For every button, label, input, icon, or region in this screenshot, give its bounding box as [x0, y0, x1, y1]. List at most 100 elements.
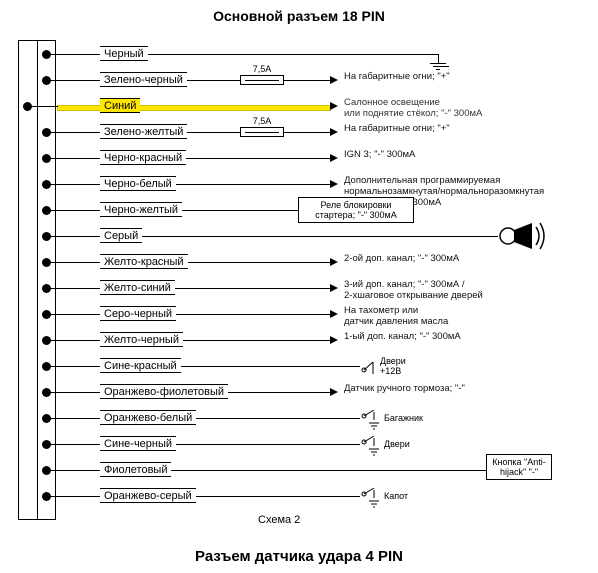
pin-description: Салонное освещение или поднятие стёкол; …: [344, 97, 482, 119]
endpoint-label: Капот: [384, 491, 408, 501]
pin-dot: [42, 232, 51, 241]
fuse-label: 7,5A: [240, 116, 284, 126]
arrow-icon: [330, 388, 338, 396]
pin-dot: [42, 284, 51, 293]
pin-dot: [42, 76, 51, 85]
wire-stub: [51, 184, 58, 185]
pin-dot: [42, 492, 51, 501]
pin-description: 1-ый доп. канал; "-" 300мА: [344, 331, 461, 342]
pin-dot: [42, 336, 51, 345]
wire-color-label: Желто-черный: [100, 332, 183, 347]
wire-stub: [51, 314, 58, 315]
endpoint-label: Багажник: [384, 413, 423, 423]
schema-caption: Схема 2: [258, 514, 300, 526]
pin-dot: [42, 128, 51, 137]
wire-color-label: Оранжево-фиолетовый: [100, 384, 228, 399]
wire-color-label: Синий: [100, 98, 140, 113]
wire-stub: [51, 158, 58, 159]
wire-color-label: Сине-красный: [100, 358, 181, 373]
arrow-icon: [330, 336, 338, 344]
wire-stub: [51, 210, 58, 211]
connector-divider: [37, 41, 38, 519]
pin-dot: [42, 362, 51, 371]
wire-stub: [51, 132, 58, 133]
wire-stub: [51, 392, 58, 393]
wire-color-label: Черно-красный: [100, 150, 186, 165]
pin-dot: [42, 414, 51, 423]
pin-description: На тахометр или датчик давления масла: [344, 305, 448, 327]
wire-color-label: Оранжево-серый: [100, 488, 196, 503]
pin-description: На габаритные огни; "+": [344, 71, 450, 82]
wire-stub: [51, 366, 58, 367]
wire-stub: [51, 470, 58, 471]
main-title: Основной разъем 18 PIN: [8, 8, 590, 24]
endpoint-label: Двери +12В: [380, 356, 406, 376]
pin-dot: [42, 154, 51, 163]
pin-description: 3-ий доп. канал; "-" 300мА / 2-хшаговое …: [344, 279, 483, 301]
fuse-icon: [240, 127, 284, 137]
wire-stub: [51, 444, 58, 445]
wire-stub: [51, 496, 58, 497]
wire: [58, 132, 330, 133]
arrow-icon: [330, 76, 338, 84]
arrow-icon: [330, 284, 338, 292]
wire-stub: [51, 54, 58, 55]
wire: [58, 262, 330, 263]
ground-icon: [430, 58, 446, 70]
wire-color-label: Серо-черный: [100, 306, 176, 321]
switch-icon: [360, 488, 382, 510]
pin-dot: [42, 388, 51, 397]
wire-color-label: Оранжево-белый: [100, 410, 196, 425]
pin-description: 2-ой доп. канал; "-" 300мА: [344, 253, 459, 264]
wire: [58, 314, 330, 315]
wire-color-label: Черно-желтый: [100, 202, 182, 217]
arrow-icon: [330, 310, 338, 318]
wire-stub: [51, 262, 58, 263]
fuse-label: 7,5A: [240, 64, 284, 74]
pin-dot: [42, 50, 51, 59]
siren-icon: [498, 221, 546, 251]
wire-stub: [51, 340, 58, 341]
wire: [58, 80, 330, 81]
wire: [58, 340, 330, 341]
wire-color-label: Зелено-черный: [100, 72, 187, 87]
wire: [58, 106, 330, 110]
arrow-icon: [330, 258, 338, 266]
endpoint-label: Двери: [384, 439, 410, 449]
wire-color-label: Фиолетовый: [100, 462, 171, 477]
pin-dot: [23, 102, 32, 111]
pin-description: На габаритные огни; "+": [344, 123, 450, 134]
bottom-title: Разъем датчика удара 4 PIN: [8, 548, 590, 565]
connector-outline: [18, 40, 56, 520]
switch-icon: [360, 358, 378, 378]
arrow-icon: [330, 102, 338, 110]
arrow-icon: [330, 128, 338, 136]
wire: [58, 184, 330, 185]
wire-stub: [51, 236, 58, 237]
wire-color-label: Черно-белый: [100, 176, 176, 191]
wire-color-label: Серый: [100, 228, 142, 243]
pin-dot: [42, 206, 51, 215]
pin-dot: [42, 258, 51, 267]
relay-box: Реле блокировки стартера; "-" 300мА: [298, 197, 414, 223]
pin-description: IGN 3; "-" 300мА: [344, 149, 415, 160]
wire-stub: [51, 418, 58, 419]
switch-icon: [360, 436, 382, 458]
arrow-icon: [330, 154, 338, 162]
wire-color-label: Зелено-желтый: [100, 124, 187, 139]
wire: [58, 158, 330, 159]
wire-color-label: Желто-красный: [100, 254, 188, 269]
arrow-icon: [330, 180, 338, 188]
pin-description: Датчик ручного тормоза; "-": [344, 383, 465, 394]
switch-icon: [360, 410, 382, 432]
button-box: Кнопка "Anti-hijack" "-": [486, 454, 552, 480]
wire-stub: [32, 106, 58, 107]
wire-stub: [51, 288, 58, 289]
wire-color-label: Черный: [100, 46, 148, 61]
wire-stub: [51, 80, 58, 81]
pin-dot: [42, 310, 51, 319]
fuse-icon: [240, 75, 284, 85]
pin-dot: [42, 466, 51, 475]
wire-color-label: Сине-черный: [100, 436, 176, 451]
pin-dot: [42, 180, 51, 189]
